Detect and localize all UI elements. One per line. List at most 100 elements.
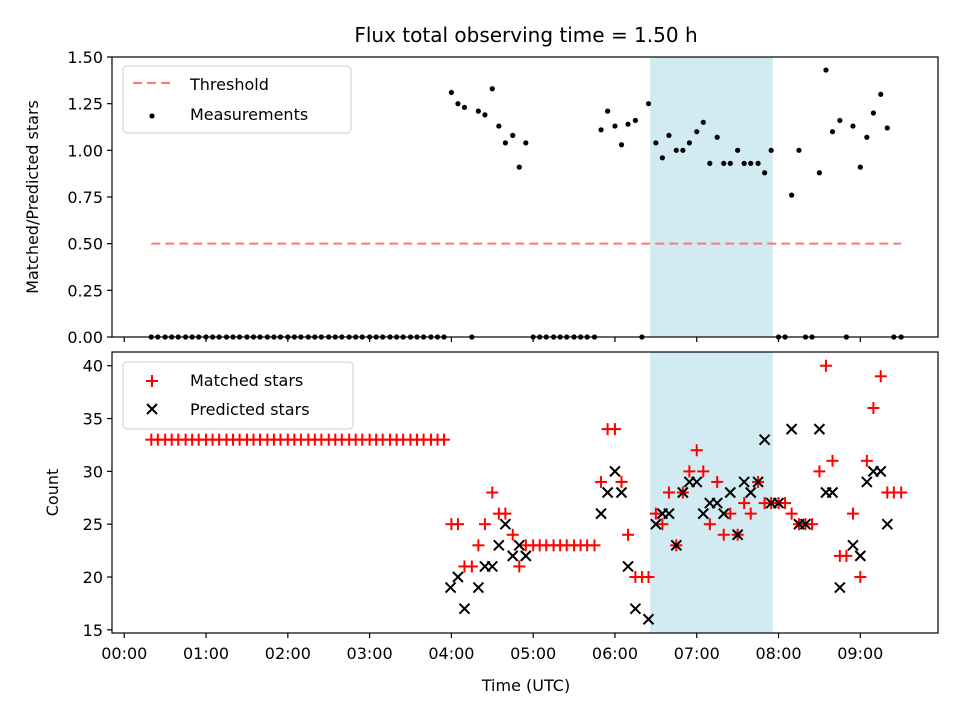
measurement-point xyxy=(837,117,843,124)
top-y-tick-label: 0.00 xyxy=(67,328,103,347)
top-y-ticks: 0.00 0.25 0.50 0.75 1.00 1.25 1.50 xyxy=(67,48,112,347)
predicted-star-point xyxy=(670,539,683,552)
measurement-point xyxy=(482,112,488,118)
measurement-point xyxy=(823,67,829,73)
measurement-point xyxy=(645,101,652,107)
predicted-star-point xyxy=(609,465,621,478)
predicted-star-point xyxy=(493,539,505,552)
matched-star-point xyxy=(608,423,621,436)
measurement-point xyxy=(721,160,727,166)
matched-star-point xyxy=(499,507,512,520)
matched-star-point xyxy=(506,528,519,541)
matched-star-point xyxy=(595,475,608,488)
measurement-point xyxy=(489,86,495,92)
predicted-star-point xyxy=(663,507,675,520)
chart-title: Flux total observing time = 1.50 h xyxy=(354,23,697,47)
legend-measurements-label: Measurements xyxy=(190,105,308,124)
measurement-point xyxy=(680,147,686,153)
x-tick-label: 07:00 xyxy=(674,644,720,663)
legend-predicted-swatch xyxy=(146,403,158,415)
x-tick-label: 06:00 xyxy=(592,644,638,663)
measurement-point xyxy=(612,123,618,129)
predicted-star-point xyxy=(718,507,730,520)
bottom-y-tick-label: 25 xyxy=(83,515,103,534)
bottom-y-tick-label: 20 xyxy=(83,568,103,587)
matched-star-point xyxy=(840,549,853,562)
matched-star-point xyxy=(744,507,757,520)
matched-star-point xyxy=(642,571,655,584)
matched-star-point xyxy=(874,370,887,383)
predicted-star-point xyxy=(697,507,709,520)
predicted-star-point xyxy=(629,602,642,615)
matched-star-point xyxy=(806,518,819,531)
measurement-point xyxy=(686,140,692,146)
bottom-y-ticks: 15 20 25 30 35 40 xyxy=(83,357,112,640)
x-tick-label: 04:00 xyxy=(428,644,474,663)
predicted-star-point xyxy=(826,486,839,499)
measurement-point xyxy=(884,125,890,131)
predicted-star-point xyxy=(745,486,757,499)
predicted-star-point xyxy=(499,518,512,530)
measurement-point xyxy=(796,147,802,153)
top-panel: 0.00 0.25 0.50 0.75 1.00 1.25 1.50 Matched/Pre… xyxy=(23,48,939,347)
x-axis-label: Time (UTC) xyxy=(481,676,570,695)
matched-star-point xyxy=(683,465,696,478)
matched-star-point xyxy=(738,497,751,510)
measurement-point xyxy=(829,129,836,135)
matched-star-point xyxy=(656,518,669,531)
bottom-legend-box xyxy=(122,361,354,430)
top-y-tick-label: 1.25 xyxy=(67,95,103,114)
predicted-star-point xyxy=(738,476,750,488)
matched-star-point xyxy=(622,528,635,541)
predicted-star-point xyxy=(507,550,519,562)
predicted-star-point xyxy=(861,476,873,488)
matched-star-point xyxy=(854,571,867,584)
measurement-point xyxy=(625,121,631,127)
matched-star-point xyxy=(588,539,601,552)
top-y-tick-label: 1.50 xyxy=(67,48,103,67)
matched-star-point xyxy=(472,539,485,552)
predicted-star-point xyxy=(834,581,846,594)
measurement-point xyxy=(789,192,795,198)
predicted-star-point xyxy=(486,560,498,573)
measurement-point xyxy=(762,170,768,176)
measurement-point xyxy=(768,147,774,153)
measurement-point xyxy=(510,132,516,138)
predicted-star-point xyxy=(595,507,607,520)
measurement-point xyxy=(727,160,733,166)
matched-star-point xyxy=(690,444,703,457)
legend-measurement-swatch xyxy=(149,113,155,119)
matched-star-point xyxy=(697,465,710,478)
measurement-point xyxy=(455,101,461,107)
top-legend: Threshold Measurements xyxy=(122,65,352,134)
measurement-point xyxy=(748,160,754,166)
matched-star-point xyxy=(813,465,826,478)
measurement-point xyxy=(735,147,741,153)
matched-stars-points xyxy=(145,359,908,584)
top-shaded-region xyxy=(650,57,773,337)
measurement-point xyxy=(714,134,720,140)
measurement-point xyxy=(448,89,454,96)
predicted-star-point xyxy=(881,518,894,530)
bottom-y-tick-label: 35 xyxy=(83,410,103,429)
matched-star-point xyxy=(478,518,491,531)
x-tick-label: 02:00 xyxy=(265,644,311,663)
matched-star-point xyxy=(486,486,499,499)
measurement-points xyxy=(148,67,904,340)
bottom-panel: 15 20 25 30 35 40 00:00 01:00 02:00 03:00 04:00 05… xyxy=(43,351,939,695)
predicted-stars-points xyxy=(444,423,894,625)
predicted-star-point xyxy=(854,550,867,562)
bottom-y-tick-label: 40 xyxy=(83,357,103,376)
measurement-point xyxy=(673,147,679,153)
matched-star-point xyxy=(860,454,873,467)
x-tick-label: 08:00 xyxy=(755,644,801,663)
measurement-point xyxy=(598,127,604,133)
measurement-point xyxy=(653,140,659,146)
legend-matched-swatch xyxy=(146,375,158,387)
measurement-point xyxy=(707,160,713,166)
measurement-point xyxy=(461,104,468,110)
matched-star-point xyxy=(465,560,478,573)
legend-matched-label: Matched stars xyxy=(190,371,303,390)
predicted-star-point xyxy=(650,518,662,530)
measurement-point xyxy=(632,117,639,124)
